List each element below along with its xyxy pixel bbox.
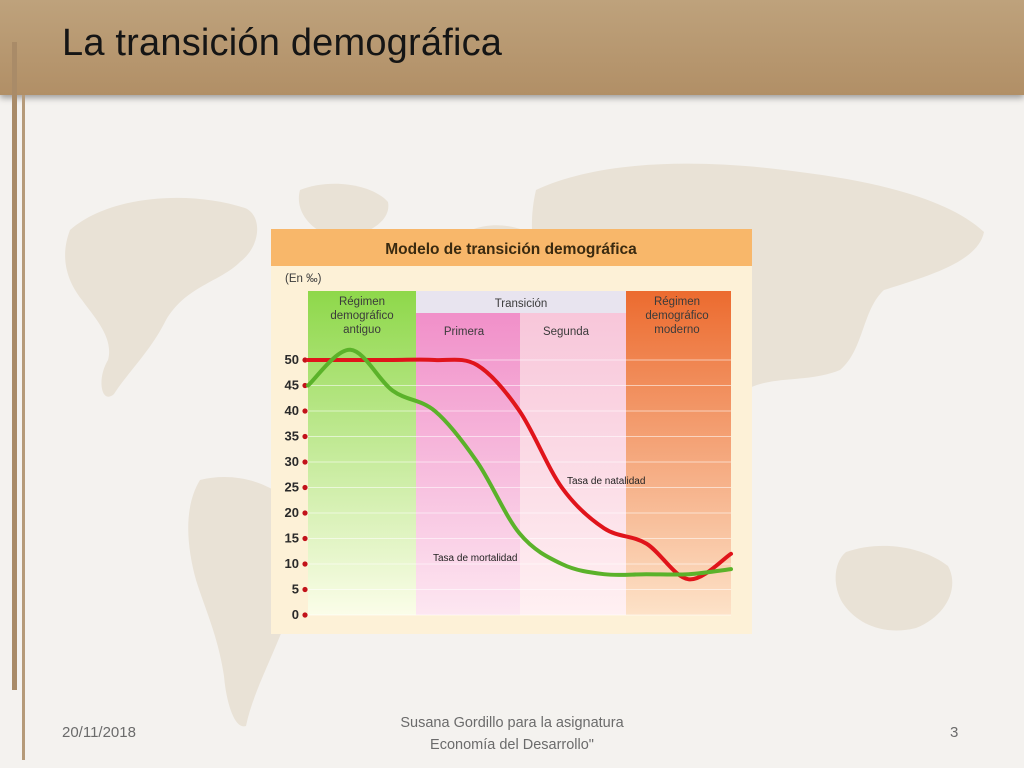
footer-author-line-2: Economía del Desarrollo"	[430, 737, 594, 753]
y-tick-label-6: 30	[285, 454, 299, 469]
vertical-rule	[12, 42, 17, 690]
title-bar: La transición demográfica	[0, 0, 1024, 95]
y-tick-dot-8	[302, 408, 308, 414]
y-tick-label-8: 40	[285, 403, 299, 418]
phase-label-primera: Primera	[444, 326, 485, 338]
phase-band-primera	[416, 291, 520, 615]
unit-label: (En ‰)	[285, 273, 322, 285]
y-tick-dot-6	[302, 459, 308, 465]
y-tick-label-0: 0	[292, 607, 299, 622]
y-tick-label-4: 20	[285, 505, 299, 520]
y-tick-dot-10	[302, 357, 308, 363]
y-tick-label-3: 15	[285, 531, 299, 546]
y-tick-label-2: 10	[285, 556, 299, 571]
chart-title: Modelo de transición demográfica	[385, 241, 637, 258]
footer-author: Susana Gordillo para la asignatura Econo…	[362, 712, 662, 756]
transition-header	[416, 291, 626, 313]
annotation-natalidad: Tasa de natalidad	[567, 476, 645, 487]
y-tick-label-10: 50	[285, 352, 299, 367]
y-tick-label-5: 25	[285, 480, 299, 495]
y-tick-dot-9	[302, 382, 308, 389]
page-number: 3	[950, 724, 959, 741]
footer-author-line-1: Susana Gordillo para la asignatura	[400, 715, 624, 731]
phase-label-segunda: Segunda	[543, 326, 590, 338]
y-tick-dot-3	[302, 535, 308, 542]
phase-label-moderno-line-1: demográfico	[645, 310, 708, 322]
phase-label-antiguo-line-2: antiguo	[343, 324, 381, 336]
y-tick-label-1: 5	[292, 582, 299, 597]
slide-title: La transición demográfica	[62, 22, 503, 64]
y-tick-dot-4	[302, 510, 308, 516]
y-tick-dot-2	[302, 561, 308, 567]
demographic-transition-chart: Modelo de transición demográfica (En ‰) Tr…	[271, 229, 752, 634]
phase-label-antiguo-line-1: demográfico	[330, 310, 393, 322]
y-tick-dot-7	[302, 433, 308, 440]
footer-date: 20/11/2018	[62, 724, 136, 741]
chart-header	[271, 229, 752, 266]
phase-band-moderno	[626, 291, 731, 615]
series-line-mortalidad	[306, 347, 733, 577]
vertical-rule-inner	[22, 95, 25, 760]
annotation-mortalidad: Tasa de mortalidad	[433, 553, 518, 564]
phase-band-segunda	[520, 291, 626, 615]
y-tick-label-7: 35	[285, 429, 299, 444]
phase-label-transicion: Transición	[495, 298, 548, 310]
phase-label-antiguo-line-0: Régimen	[339, 296, 385, 308]
phase-label-moderno-line-2: moderno	[654, 324, 699, 336]
phase-label-moderno-line-0: Régimen	[654, 296, 700, 308]
phase-band-antiguo	[308, 291, 416, 615]
y-tick-label-9: 45	[285, 378, 299, 393]
y-tick-dot-1	[302, 586, 308, 593]
y-tick-dot-5	[302, 484, 308, 491]
y-tick-dot-0	[302, 612, 308, 618]
